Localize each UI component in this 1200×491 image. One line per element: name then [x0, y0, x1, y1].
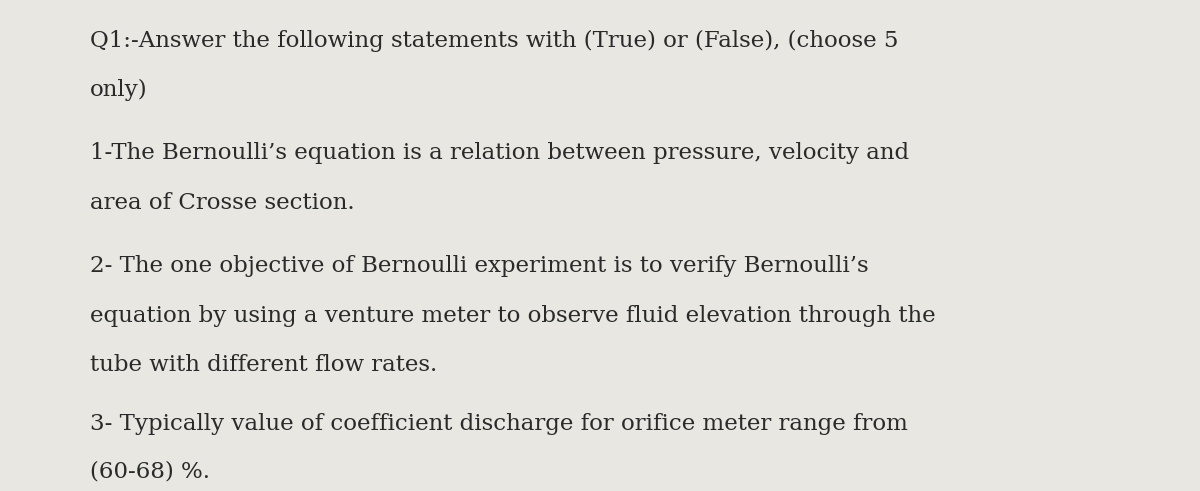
Text: tube with different flow rates.: tube with different flow rates. [90, 354, 437, 376]
Text: 1-The Bernoulli’s equation is a relation between pressure, velocity and: 1-The Bernoulli’s equation is a relation… [90, 142, 910, 164]
Text: Q1:-Answer the following statements with (True) or (False), (choose 5: Q1:-Answer the following statements with… [90, 29, 899, 52]
Text: area of Crosse section.: area of Crosse section. [90, 191, 355, 214]
Text: 3- Typically value of coefficient discharge for orifice meter range from: 3- Typically value of coefficient discha… [90, 412, 908, 435]
Text: only): only) [90, 79, 148, 101]
Text: equation by using a venture meter to observe fluid elevation through the: equation by using a venture meter to obs… [90, 304, 936, 327]
Text: (60-68) %.: (60-68) %. [90, 460, 210, 482]
Text: 2- The one objective of Bernoulli experiment is to verify Bernoulli’s: 2- The one objective of Bernoulli experi… [90, 255, 869, 277]
